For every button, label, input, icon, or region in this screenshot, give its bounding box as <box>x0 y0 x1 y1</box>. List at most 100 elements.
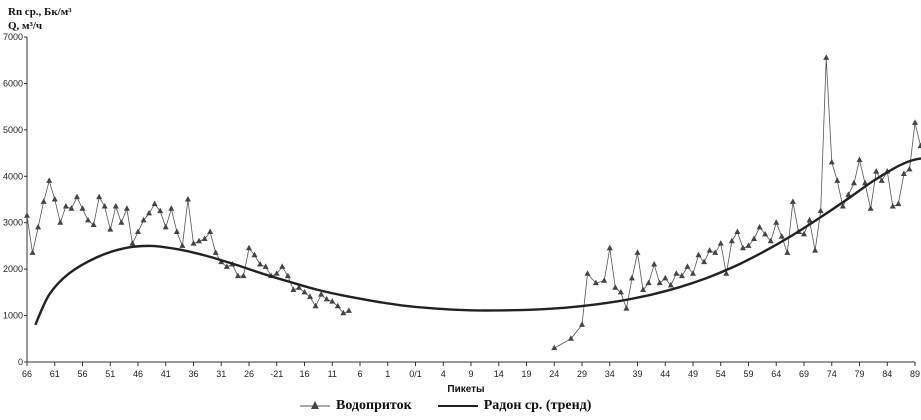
inflow-point <box>756 223 763 230</box>
inflow-point <box>68 205 75 211</box>
inflow-point <box>190 240 197 246</box>
inflow-point <box>801 230 807 237</box>
inflow-point <box>207 228 214 234</box>
inflow-point <box>592 279 599 286</box>
inflow-point <box>628 274 635 281</box>
x-tick-label: 0/1 <box>409 369 422 379</box>
inflow-point <box>307 293 314 299</box>
inflow-point <box>717 240 724 246</box>
inflow-point <box>96 193 103 200</box>
y-tick-label: 1000 <box>3 311 23 321</box>
x-tick-label: 84 <box>882 369 892 379</box>
inflow-point <box>839 202 846 209</box>
inflow-point <box>151 200 158 207</box>
inflow-point <box>645 279 652 286</box>
inflow-point <box>773 219 780 225</box>
inflow-point <box>201 235 208 241</box>
inflow-point <box>706 247 713 253</box>
inflow-point <box>240 272 247 279</box>
inflow-point <box>640 286 647 293</box>
x-tick-label: 49 <box>688 369 698 379</box>
x-tick-label: 31 <box>216 369 226 379</box>
series-layer <box>24 54 921 351</box>
inflow-point <box>257 261 264 267</box>
inflow-point <box>334 302 341 309</box>
y-axis-label-radon: Rn ср., Бк/м³ <box>8 6 72 18</box>
x-tick-label: 64 <box>771 369 781 379</box>
inflow-point <box>623 305 630 311</box>
inflow-point <box>312 302 319 309</box>
inflow-point <box>812 247 819 253</box>
inflow-point <box>917 142 921 149</box>
line-swatch-icon <box>437 405 478 407</box>
inflow-point <box>146 209 153 216</box>
inflow-point <box>290 286 297 293</box>
x-tick-label: 29 <box>577 369 587 379</box>
x-axis: 66 61 56 51 46 41 36 31 26 -21 16 11 6 1 0/1 4 9 14 19 24 29… <box>22 362 920 379</box>
inflow-point <box>867 205 874 211</box>
inflow-point <box>273 270 280 276</box>
inflow-point <box>123 205 130 211</box>
inflow-point <box>90 221 97 228</box>
inflow-point <box>695 251 702 258</box>
inflow-point <box>112 202 119 209</box>
inflow-point <box>101 202 108 209</box>
inflow-point <box>767 237 774 244</box>
inflow-point <box>73 193 80 200</box>
inflow-point <box>823 54 830 60</box>
x-tick-label: 39 <box>632 369 642 379</box>
inflow-point <box>723 270 730 276</box>
x-tick-label: 14 <box>494 369 504 379</box>
x-tick-label: 44 <box>660 369 670 379</box>
inflow-point <box>279 263 286 269</box>
inflow-point <box>35 223 42 230</box>
legend: Водоприток Радон ср. (тренд) <box>300 398 617 414</box>
inflow-point <box>162 223 169 230</box>
legend-label-inflow: Водоприток <box>336 398 412 413</box>
inflow-point <box>728 237 735 244</box>
inflow-point <box>79 205 86 211</box>
inflow-point <box>778 233 785 239</box>
inflow-point <box>850 179 857 186</box>
inflow-point <box>789 198 796 204</box>
inflow-point <box>46 177 53 183</box>
inflow-point <box>173 228 180 234</box>
inflow-point <box>135 228 141 234</box>
x-tick-label: 6 <box>357 369 362 379</box>
inflow-point <box>806 216 813 223</box>
trend-series-line <box>34 157 921 326</box>
inflow-point <box>889 202 896 209</box>
inflow-point <box>251 251 258 258</box>
inflow-point <box>684 263 691 269</box>
inflow-point <box>284 272 291 279</box>
y-axis-label-flow: Q, м³/ч <box>8 20 43 32</box>
x-tick-label: 9 <box>468 369 473 379</box>
inflow-point <box>606 244 613 251</box>
legend-label-trend: Радон ср. (тренд) <box>483 398 592 413</box>
inflow-point <box>601 277 608 283</box>
inflow-point <box>179 242 186 248</box>
inflow-point <box>701 258 708 265</box>
x-tick-label: 41 <box>161 369 171 379</box>
inflow-point <box>234 272 241 279</box>
inflow-point <box>246 244 252 251</box>
inflow-point <box>318 291 325 297</box>
inflow-point <box>834 177 841 183</box>
inflow-point <box>906 165 913 172</box>
y-tick-label: 4000 <box>3 171 23 181</box>
x-tick-label: 66 <box>22 369 32 379</box>
x-tick-label: 54 <box>716 369 726 379</box>
triangle-marker-icon <box>300 401 330 409</box>
inflow-point <box>845 191 852 197</box>
inflow-point <box>862 179 869 186</box>
x-tick-label: 1 <box>385 369 390 379</box>
inflow-point <box>168 205 175 211</box>
inflow-point <box>295 284 302 290</box>
inflow-point <box>157 207 164 214</box>
x-tick-label: 69 <box>799 369 809 379</box>
x-tick-label: 56 <box>77 369 87 379</box>
inflow-point <box>196 237 203 244</box>
inflow-point <box>584 270 591 276</box>
x-tick-label: 26 <box>244 369 254 379</box>
